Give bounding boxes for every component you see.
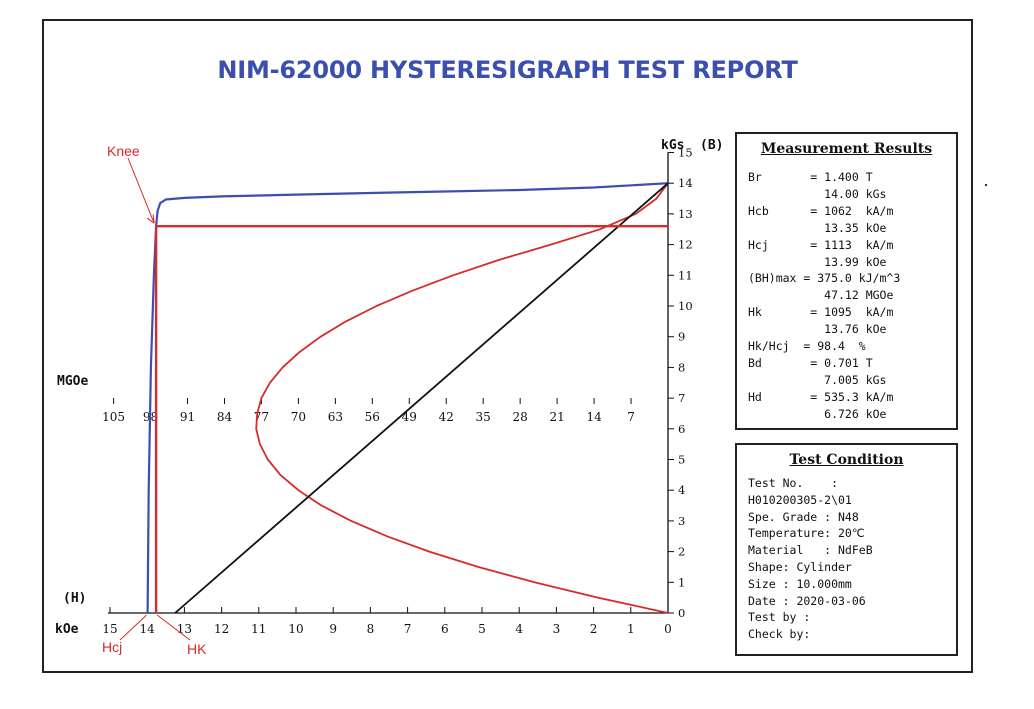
energy-product-curve (255, 182, 669, 614)
condition-line: Material : NdFeB (748, 543, 873, 558)
h-tick-label: 12 (214, 622, 229, 636)
b-tick-label: 2 (678, 545, 685, 559)
knee-arrowhead (146, 214, 155, 224)
b-tick-label: 7 (678, 391, 685, 405)
mgoe-tick-label: 63 (328, 410, 343, 424)
mgoe-tick-label: 70 (291, 410, 306, 424)
ticks-layer: 15 14 13 12 11 10 9 8 7 6 5 4 3 2 1 0012345678910111213… (102, 146, 692, 637)
condition-line: Temperature: 20℃ (748, 526, 865, 541)
b-tick-label: 1 (678, 575, 685, 589)
result-line: (BH)max = 375.0 kJ/m^3 (748, 271, 901, 286)
result-line: 47.12 MGOe (748, 288, 894, 303)
stray-dot (985, 184, 987, 186)
condition-line: H010200305-2\01 (748, 492, 852, 507)
h-tick-label: 3 (553, 622, 561, 636)
b-tick-label: 13 (678, 207, 693, 221)
b-tick-label: 0 (678, 606, 685, 620)
b-tick-label: 14 (678, 176, 693, 190)
h-tick-label: 8 (367, 622, 375, 636)
result-line: 13.35 kOe (748, 220, 887, 235)
annotation-layer: Knee Hcj HK (102, 143, 668, 657)
report-title: NIM-62000 HYSTERESIGRAPH TEST REPORT (217, 56, 798, 84)
b-axis-label: kGs (661, 138, 684, 153)
mgoe-tick-label: 35 (476, 410, 491, 424)
conditions-title: Test Condition (789, 452, 904, 468)
b-axis-symbol: (B) (700, 138, 723, 153)
h-tick-label: 1 (627, 622, 635, 636)
h-tick-label: 4 (515, 622, 523, 636)
mgoe-tick-label: 84 (217, 410, 233, 424)
b-tick-label: 4 (678, 483, 685, 497)
result-line: Bd = 0.701 T (748, 355, 873, 370)
mgoe-tick-label: 105 (102, 410, 125, 424)
condition-line: Test No. : (748, 476, 839, 490)
result-line: 13.76 kOe (748, 322, 887, 337)
results-title: Measurement Results (760, 141, 933, 157)
mgoe-tick-label: 91 (180, 410, 195, 424)
h-tick-label: 13 (177, 622, 192, 636)
result-line: Hk/Hcj = 98.4 % (748, 339, 866, 353)
hk-label: HK (187, 641, 207, 657)
mgoe-tick-label: 14 (586, 410, 602, 424)
measurement-results-panel: Measurement Results Br = 1.400 T 14.00 k… (735, 132, 958, 430)
h-axis-label: kOe (55, 622, 79, 637)
report-frame (42, 19, 973, 673)
mgoe-tick-label: 7 (627, 410, 635, 424)
h-tick-label: 0 (664, 622, 672, 636)
result-line: 14.00 kGs (748, 186, 887, 201)
h-tick-label: 9 (329, 622, 337, 636)
mgoe-tick-label: 49 (402, 410, 417, 424)
b-tick-label: 10 (678, 299, 693, 313)
condition-line: Size : 10.000mm (748, 576, 852, 591)
knee-label: Knee (107, 143, 140, 159)
b-tick-label: 9 (678, 330, 685, 344)
mgoe-tick-label: 42 (439, 410, 454, 424)
hcj-pointer (119, 614, 147, 641)
condition-line: Shape: Cylinder (748, 560, 852, 574)
condition-line: Spe. Grade : N48 (748, 509, 859, 524)
b-tick-label: 12 (678, 238, 693, 252)
mgoe-tick-label: 21 (549, 410, 564, 424)
b-tick-label: 11 (678, 268, 693, 282)
mgoe-tick-label: 56 (365, 410, 380, 424)
test-condition-panel: Test Condition Test No. : H010200305-2\01… (735, 443, 958, 656)
b-tick-label: 15 (678, 146, 693, 160)
mgoe-axis-label: MGOe (57, 374, 88, 389)
h-tick-label: 2 (590, 622, 598, 636)
curves-layer (146, 182, 669, 614)
condition-line: Test by : (748, 610, 811, 625)
h-axis-symbol: (H) (63, 591, 86, 606)
h-tick-label: 15 (102, 622, 117, 636)
b-tick-label: 6 (678, 422, 685, 436)
hcj-label: Hcj (102, 639, 122, 655)
result-line: Hk = 1095 kA/m (748, 305, 894, 320)
b-tick-label: 5 (678, 453, 685, 467)
h-tick-label: 5 (478, 622, 486, 636)
demagnetization-curve (146, 182, 669, 614)
result-line: 6.726 kOe (748, 406, 887, 421)
h-tick-label: 6 (441, 622, 449, 636)
condition-line: Check by: (748, 627, 811, 642)
h-tick-label: 10 (288, 622, 303, 636)
b-tick-label: 3 (678, 514, 685, 528)
condition-line: Date : 2020-03-06 (748, 593, 866, 608)
load-line (174, 182, 669, 614)
knee-pointer (127, 157, 155, 224)
hk-pointer (156, 614, 191, 641)
h-tick-label: 7 (404, 622, 412, 636)
b-tick-label: 8 (678, 360, 685, 374)
result-line: Br = 1.400 T (748, 170, 873, 184)
h-tick-label: 11 (251, 622, 266, 636)
h-tick-label: 14 (140, 622, 156, 636)
axes-layer: kGs (B) MGOe (H) kOe (55, 138, 723, 637)
mgoe-tick-label: 28 (513, 410, 528, 424)
result-line: 13.99 kOe (748, 254, 887, 269)
result-line: Hd = 535.3 kA/m (748, 389, 894, 404)
result-line: 7.005 kGs (748, 372, 887, 387)
result-line: Hcj = 1113 kA/m (748, 237, 894, 252)
result-line: Hcb = 1062 kA/m (748, 203, 894, 218)
